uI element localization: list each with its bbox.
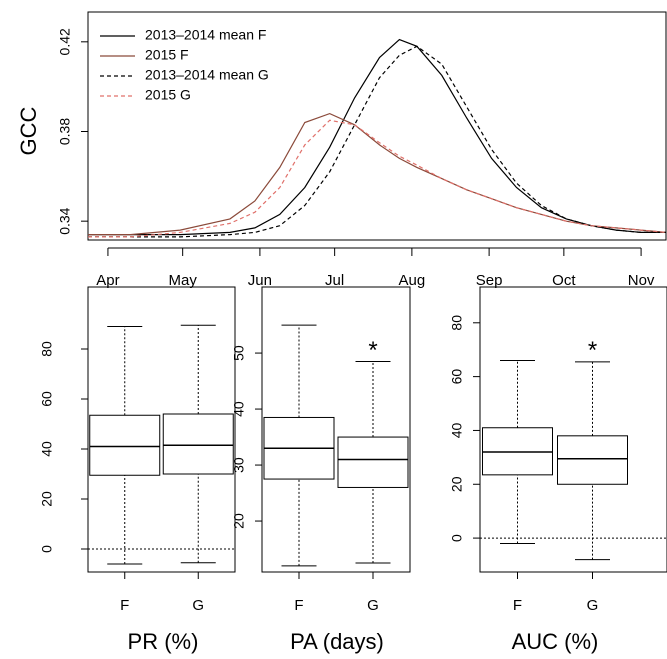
x-tick-label: Apr — [96, 272, 119, 289]
y-tick-label: 0.42 — [57, 28, 73, 55]
x-tick-label: Sep — [476, 272, 503, 289]
y-tick-label: 40 — [39, 441, 55, 457]
series-line — [88, 45, 666, 238]
x-tick-label: Jul — [325, 272, 344, 289]
series-line — [88, 119, 667, 238]
x-tick-label: Aug — [399, 272, 426, 289]
x-axis-label: PA (days) — [290, 629, 384, 654]
y-tick-label: 80 — [39, 341, 55, 357]
y-tick-label: 50 — [231, 345, 247, 361]
y-tick-label: 60 — [39, 391, 55, 407]
x-axis-label: AUC (%) — [512, 629, 599, 654]
y-tick-label: 0 — [39, 545, 55, 553]
legend-label: 2015 G — [145, 87, 191, 103]
x-tick-label: Nov — [628, 272, 655, 289]
legend-label: 2013–2014 mean F — [145, 27, 266, 43]
x-tick-label: F — [120, 597, 129, 614]
y-tick-label: 0.38 — [57, 118, 73, 145]
significance-mark: * — [588, 337, 597, 364]
x-tick-label: G — [367, 597, 379, 614]
x-tick-label: May — [169, 272, 198, 289]
x-tick-label: Oct — [552, 272, 576, 289]
y-tick-label: 30 — [231, 457, 247, 473]
plot-frame — [87, 286, 236, 573]
x-axis-label: PR (%) — [128, 629, 199, 654]
series-line — [88, 112, 667, 236]
y-tick-label: 20 — [231, 513, 247, 529]
y-tick-label: 20 — [449, 476, 465, 492]
plot-frame — [261, 286, 411, 573]
x-tick-label: Jun — [248, 272, 272, 289]
plot-frame — [479, 286, 667, 573]
x-tick-label: G — [587, 597, 599, 614]
plot-frame — [87, 11, 667, 241]
box — [557, 435, 628, 485]
y-tick-label: 0 — [449, 534, 465, 542]
y-tick-label: 20 — [39, 491, 55, 507]
x-tick-label: G — [192, 597, 204, 614]
legend-label: 2013–2014 mean G — [145, 67, 269, 83]
y-tick-label: 40 — [449, 422, 465, 438]
significance-mark: * — [368, 337, 377, 364]
x-tick-label: F — [513, 597, 522, 614]
box — [162, 413, 234, 475]
y-tick-label: 40 — [231, 401, 247, 417]
box — [89, 414, 161, 476]
y-tick-label: 0.34 — [57, 207, 73, 234]
y-tick-label: 80 — [449, 315, 465, 331]
legend-label: 2015 F — [145, 47, 189, 63]
x-tick-label: F — [294, 597, 303, 614]
box — [337, 436, 409, 488]
y-axis-label: GCC — [16, 106, 41, 155]
y-tick-label: 60 — [449, 369, 465, 385]
